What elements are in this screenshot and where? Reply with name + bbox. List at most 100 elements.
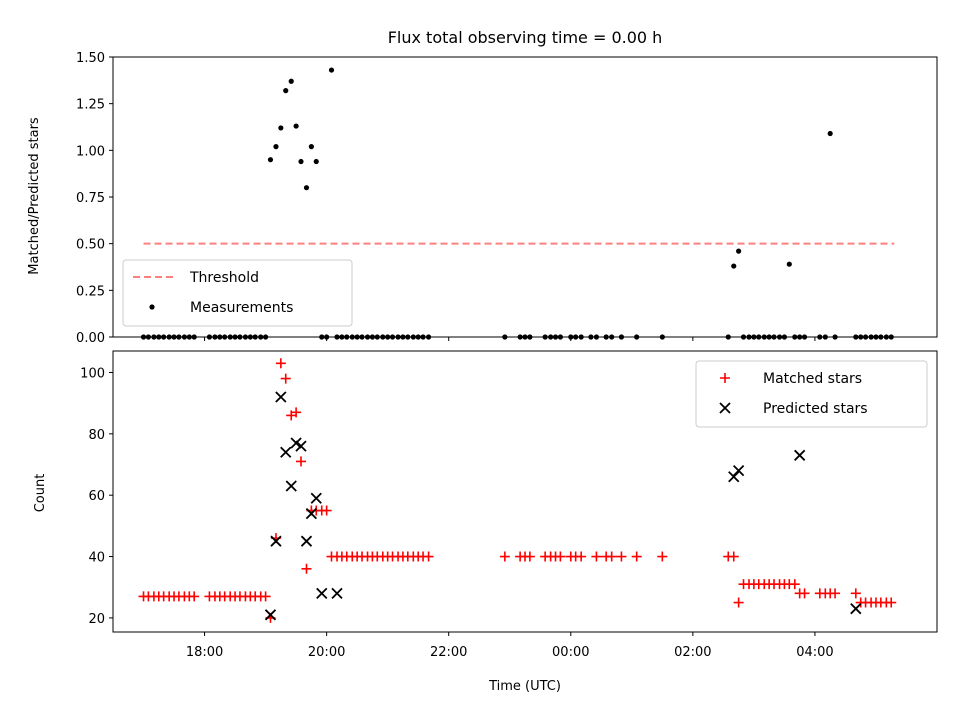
measurement-point: [288, 78, 294, 84]
measurement-point: [862, 334, 869, 340]
measurement-point: [517, 334, 523, 340]
measurement-point: [151, 334, 157, 340]
measurement-point: [588, 334, 594, 340]
measurement-point: [247, 334, 253, 340]
measurement-point: [766, 334, 772, 340]
bottom-y-tick-label: 100: [80, 366, 105, 381]
predicted-star-point: [794, 449, 806, 461]
measurement-point: [156, 334, 162, 340]
measurement-point: [822, 334, 828, 340]
measurement-point: [389, 334, 396, 340]
measurement-point: [801, 334, 808, 340]
measurement-point: [786, 261, 792, 267]
top-legend-box: [122, 259, 353, 327]
measurement-point: [166, 334, 172, 340]
predicted-star-point: [280, 446, 292, 458]
bottom-legend-box: [695, 360, 928, 428]
measurement-point: [568, 334, 574, 340]
measurement-point: [832, 334, 838, 340]
legend-label: Matched stars: [763, 371, 862, 387]
measurement-point: [502, 334, 508, 340]
measurement-point: [736, 248, 742, 254]
measurement-point: [883, 334, 889, 340]
measurement-point: [395, 334, 401, 340]
measurement-point: [618, 334, 625, 340]
measurement-point: [548, 334, 554, 340]
top-y-tick-label: 1.00: [76, 144, 105, 159]
measurement-point: [328, 67, 335, 73]
predicted-star-point: [732, 465, 745, 477]
measurement-point: [746, 334, 752, 340]
bottom-y-tick-label: 60: [88, 489, 105, 504]
measurement-point: [212, 334, 218, 340]
measurement-point: [858, 334, 864, 340]
measurement-point: [776, 334, 783, 340]
measurement-point: [756, 334, 762, 340]
measurement-point: [659, 334, 665, 340]
measurement-point: [283, 88, 289, 94]
measurement-point: [339, 334, 345, 340]
measurement-point: [552, 334, 559, 340]
measurement-point: [278, 125, 284, 131]
measurement-point: [771, 334, 777, 340]
measurement-point: [140, 334, 147, 340]
matched-star-point: [280, 373, 291, 384]
measurement-point: [232, 334, 238, 340]
measurement-point: [578, 334, 584, 340]
measurement-point: [420, 334, 426, 340]
measurement-point: [308, 144, 314, 150]
measurement-point: [868, 334, 874, 340]
measurement-point: [751, 334, 757, 340]
measurement-point: [334, 334, 340, 340]
matched-star-point: [555, 551, 566, 562]
measurement-point: [258, 334, 264, 340]
measurement-point: [217, 334, 223, 340]
top-plot: 0.00 0.25 0.50 0.75 1.00 1.25 1.50 Threshold Mea…: [76, 51, 938, 346]
predicted-star-point: [331, 587, 343, 599]
measurement-point: [405, 334, 411, 340]
predicted-star-point: [264, 609, 277, 621]
predicted-star-point: [850, 603, 862, 615]
predicted-star-point: [270, 535, 282, 547]
measurement-point: [293, 123, 299, 129]
matched-star-point: [657, 551, 668, 562]
matched-star-point: [423, 551, 434, 562]
measurement-point: [827, 130, 833, 137]
measurement-point: [527, 334, 533, 340]
measurement-point: [400, 334, 406, 340]
measurement-point: [222, 334, 228, 340]
bottom-y-tick-label: 40: [88, 551, 105, 566]
measurement-point: [354, 334, 360, 340]
measurement-point: [878, 334, 884, 340]
matched-star-point: [631, 551, 642, 562]
measurement-point: [176, 334, 182, 340]
measurement-point: [725, 334, 731, 340]
measurement-point: [557, 334, 564, 340]
predicted-star-point: [290, 437, 302, 449]
x-tick-label: 04:00: [796, 645, 833, 660]
measurement-point: [634, 334, 640, 340]
measurement-point: [191, 334, 197, 340]
measurement-point: [740, 334, 747, 340]
matched-star-point: [576, 551, 587, 562]
matched-star-point: [886, 597, 897, 608]
matched-star-point: [301, 563, 312, 574]
matched-star-point: [799, 588, 810, 599]
measurement-point: [817, 334, 823, 340]
matched-star-point: [499, 551, 510, 562]
measurement-point: [242, 334, 249, 340]
matched-star-point: [321, 505, 332, 516]
measurement-point: [262, 334, 269, 340]
measurement-point: [227, 334, 233, 340]
matched-star-point: [591, 551, 602, 562]
measurement-point: [161, 334, 167, 340]
measurement-point: [313, 158, 319, 165]
matched-star-point: [189, 591, 200, 602]
measurement-point: [267, 157, 274, 163]
bottom-plot-frame: [112, 350, 938, 633]
measurement-point: [385, 334, 391, 340]
top-y-tick-label: 0.50: [76, 238, 105, 253]
top-y-tick-label: 0.25: [76, 284, 105, 299]
matched-star-point: [616, 551, 627, 562]
predicted-star-point: [310, 492, 322, 504]
